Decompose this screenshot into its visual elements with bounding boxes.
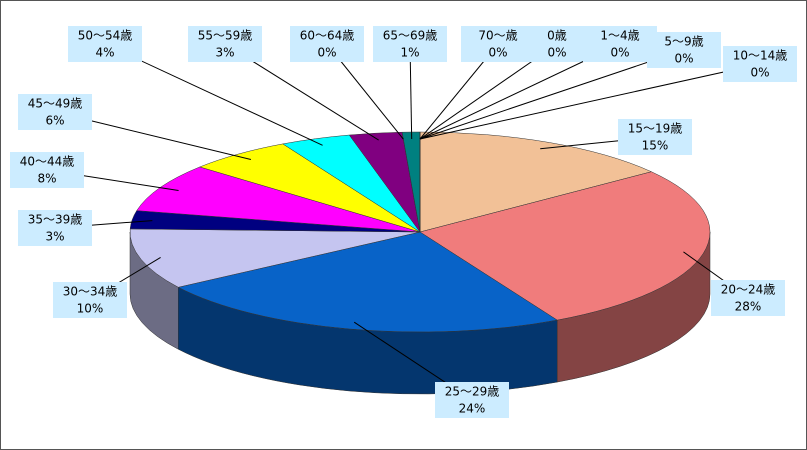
- label-box: [18, 94, 92, 130]
- label-box: [290, 26, 364, 62]
- leader-line: [419, 49, 685, 140]
- value-label: 3%: [215, 46, 234, 60]
- category-label: 50〜54歳: [78, 29, 133, 43]
- category-label: 25〜29歳: [445, 385, 500, 399]
- category-label: 20〜24歳: [721, 283, 776, 297]
- value-label: 0%: [317, 46, 336, 60]
- category-label: 35〜39歳: [28, 213, 83, 227]
- label-box: [583, 26, 657, 62]
- category-label: 55〜59歳: [198, 29, 253, 43]
- value-label: 10%: [77, 302, 104, 316]
- value-label: 3%: [45, 230, 64, 244]
- label-box: [435, 382, 509, 418]
- slice: [177, 231, 558, 333]
- label-box: [68, 26, 142, 62]
- category-label: 30〜34歳: [63, 285, 118, 299]
- value-label: 8%: [37, 172, 56, 186]
- label-box: [618, 119, 692, 155]
- value-label: 1%: [400, 46, 419, 60]
- value-label: 4%: [95, 46, 114, 60]
- label-box: [188, 26, 262, 62]
- label-box: [647, 32, 721, 68]
- label-box: [18, 210, 92, 246]
- category-label: 10〜14歳: [733, 49, 788, 63]
- label-box: [53, 282, 127, 318]
- slice: [129, 228, 421, 288]
- label-box: [723, 46, 797, 82]
- value-label: 28%: [735, 300, 762, 314]
- category-label: 65〜69歳: [383, 29, 438, 43]
- category-label: 15〜19歳: [628, 122, 683, 136]
- value-label: 0%: [610, 46, 629, 60]
- value-label: 0%: [674, 52, 693, 66]
- slice: [419, 131, 653, 233]
- value-label: 15%: [642, 139, 669, 153]
- value-label: 0%: [750, 66, 769, 80]
- value-label: 6%: [45, 114, 64, 128]
- category-label: 45〜49歳: [28, 97, 83, 111]
- category-label: 60〜64歳: [300, 29, 355, 43]
- value-label: 0%: [547, 46, 566, 60]
- category-label: 0歳: [547, 29, 567, 43]
- category-label: 5〜9歳: [664, 35, 703, 49]
- category-label: 40〜44歳: [20, 155, 75, 169]
- value-label: 0%: [488, 46, 507, 60]
- leader-line: [419, 63, 761, 140]
- label-box: [711, 280, 785, 316]
- label-box: [10, 152, 84, 188]
- category-label: 70〜歳: [478, 29, 517, 43]
- value-label: 24%: [459, 402, 486, 416]
- label-box: [373, 26, 447, 62]
- label-box: [520, 26, 594, 62]
- slice: [419, 171, 711, 321]
- category-label: 1〜4歳: [600, 29, 639, 43]
